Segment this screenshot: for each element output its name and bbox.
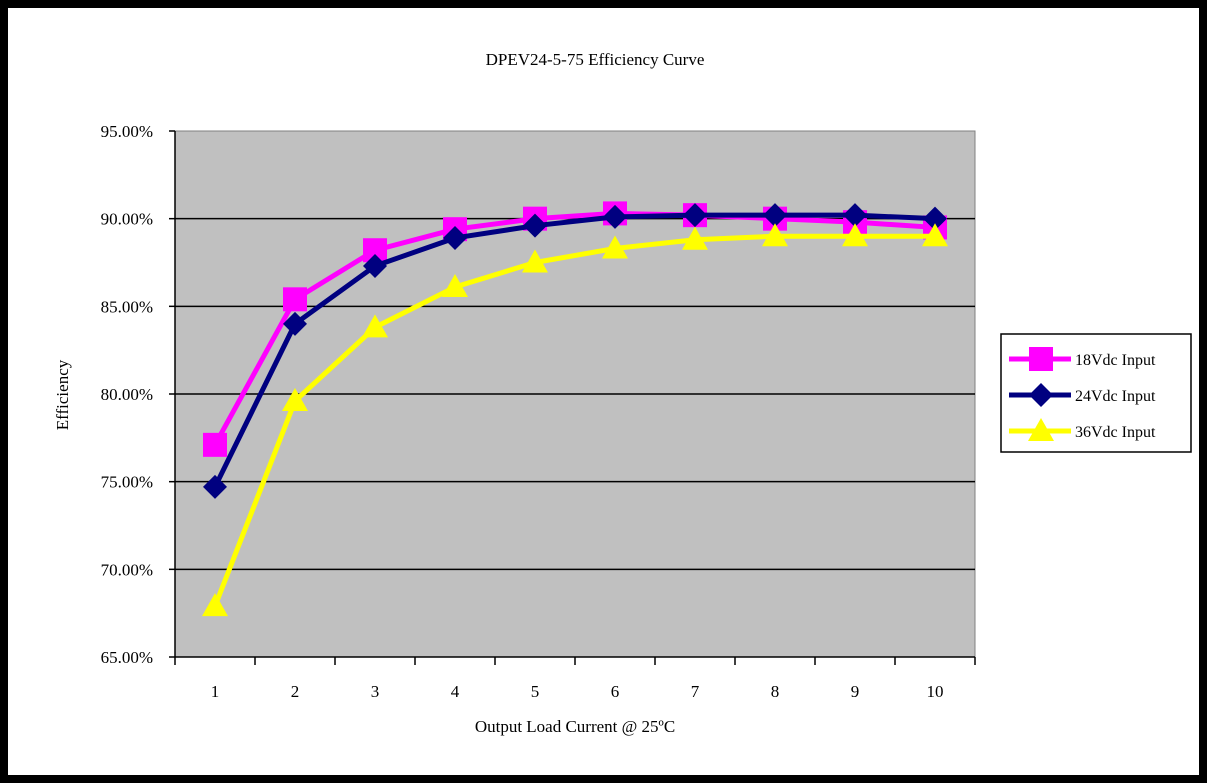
- series-line-2: [212, 212, 936, 489]
- x-axis-label: Output Load Current @ 25ºC: [475, 717, 675, 736]
- x-tick-label: 5: [531, 682, 540, 701]
- data-point-series-2: [283, 311, 307, 336]
- data-point-series-3: [682, 226, 708, 250]
- series-line-3: [212, 233, 935, 608]
- x-tick-label: 9: [851, 682, 860, 701]
- data-point-series-1: [203, 432, 227, 457]
- y-tick-label: 85.00%: [101, 297, 153, 316]
- y-tick-label: 95.00%: [101, 122, 153, 141]
- data-point-series-2: [763, 203, 787, 228]
- data-point-series-3: [282, 388, 308, 412]
- data-point-series-2: [523, 213, 547, 238]
- data-point-series-3: [842, 223, 868, 247]
- legend-marker: [1028, 418, 1054, 441]
- legend-marker: [1029, 383, 1053, 407]
- data-point-series-2: [923, 206, 947, 231]
- data-point-series-3: [202, 593, 228, 617]
- data-point-series-3: [522, 249, 548, 273]
- x-tick-label: 8: [771, 682, 780, 701]
- x-tick-label: 7: [691, 682, 700, 701]
- y-axis-label: Efficiency: [53, 359, 72, 430]
- data-point-series-3: [762, 223, 788, 247]
- legend-marker: [1029, 347, 1053, 371]
- data-point-series-2: [683, 203, 707, 228]
- data-point-series-2: [363, 254, 387, 279]
- data-point-series-3: [442, 274, 468, 298]
- y-tick-label: 65.00%: [101, 648, 153, 667]
- data-point-series-2: [203, 474, 227, 499]
- data-point-series-3: [362, 314, 388, 338]
- legend-label: 18Vdc Input: [1075, 352, 1156, 369]
- series-line-1: [212, 210, 936, 447]
- x-tick-label: 3: [371, 682, 380, 701]
- data-point-series-3: [922, 223, 948, 247]
- x-tick-label: 10: [927, 682, 944, 701]
- x-tick-label: 1: [211, 682, 220, 701]
- y-tick-label: 70.00%: [101, 560, 153, 579]
- y-tick-label: 80.00%: [101, 385, 153, 404]
- x-tick-label: 4: [451, 682, 460, 701]
- legend-label: 24Vdc Input: [1075, 388, 1156, 405]
- x-tick-label: 2: [291, 682, 300, 701]
- data-point-series-2: [603, 204, 627, 229]
- data-point-series-2: [443, 225, 467, 250]
- y-tick-label: 75.00%: [101, 473, 153, 492]
- data-point-series-3: [602, 235, 628, 259]
- data-point-series-2: [843, 203, 867, 228]
- legend-label: 36Vdc Input: [1075, 424, 1156, 441]
- x-tick-label: 6: [611, 682, 620, 701]
- y-tick-label: 90.00%: [101, 210, 153, 229]
- data-point-series-1: [283, 287, 307, 312]
- chart-title: DPEV24-5-75 Efficiency Curve: [486, 50, 705, 69]
- legend: 18Vdc Input 24Vdc Input 36Vdc Input: [1000, 333, 1192, 453]
